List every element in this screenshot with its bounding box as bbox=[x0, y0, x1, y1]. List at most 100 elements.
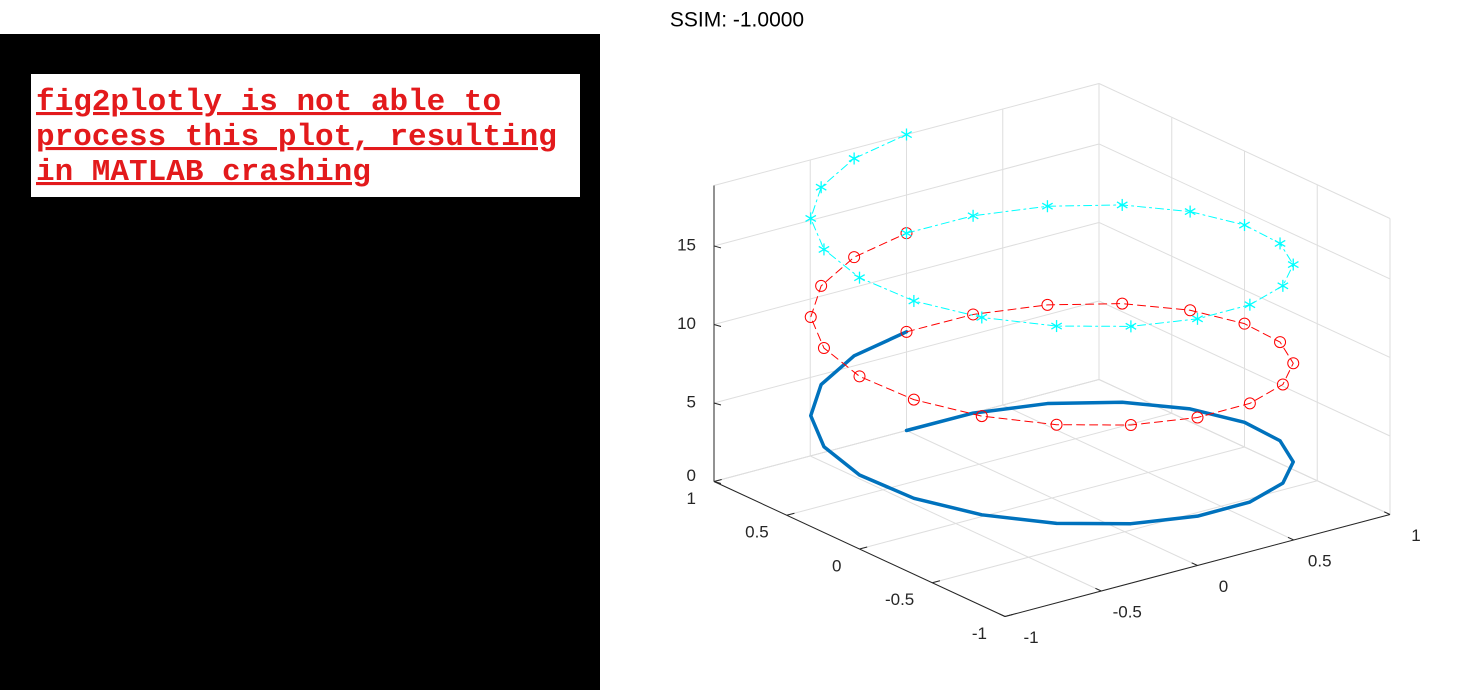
marker-stroke bbox=[1277, 282, 1289, 290]
marker bbox=[967, 209, 979, 222]
marker bbox=[804, 311, 817, 324]
marker-stroke bbox=[848, 154, 860, 163]
marker-stroke bbox=[1184, 208, 1196, 216]
marker-stroke bbox=[908, 297, 920, 305]
y-tick-label: 0 bbox=[832, 556, 841, 575]
marker bbox=[815, 279, 828, 292]
grid-line bbox=[786, 412, 1172, 516]
marker bbox=[1277, 279, 1289, 292]
marker bbox=[817, 342, 830, 355]
grid-line bbox=[1098, 379, 1391, 515]
y-tick bbox=[859, 546, 868, 550]
series-line bbox=[808, 330, 1296, 526]
marker bbox=[1191, 411, 1204, 424]
marker bbox=[1238, 219, 1251, 232]
marker-stroke bbox=[1287, 260, 1299, 269]
grid-line bbox=[713, 221, 1100, 325]
marker-stroke bbox=[818, 245, 830, 253]
grid-line bbox=[932, 480, 1318, 584]
x-tick-label: 1 bbox=[1411, 526, 1420, 545]
marker-stroke bbox=[1125, 322, 1137, 330]
marker-stroke bbox=[1274, 239, 1286, 247]
marker-stroke bbox=[1238, 221, 1251, 229]
grid-line bbox=[1098, 300, 1391, 437]
message-line: process this plot, resulting bbox=[36, 120, 557, 155]
series-line bbox=[810, 232, 1294, 426]
marker bbox=[1051, 320, 1063, 333]
marker bbox=[1274, 336, 1287, 349]
marker-stroke bbox=[967, 212, 979, 220]
z-tick-label: 15 bbox=[677, 235, 696, 254]
marker-stroke bbox=[1051, 322, 1063, 330]
grid-line bbox=[1098, 143, 1391, 280]
marker-stroke bbox=[900, 130, 913, 139]
marker bbox=[907, 393, 920, 406]
x-tick bbox=[998, 613, 1006, 617]
grid-line bbox=[713, 143, 1100, 247]
marker bbox=[1184, 304, 1197, 317]
marker bbox=[1116, 297, 1129, 310]
y-tick bbox=[1004, 613, 1013, 617]
y-tick-label: 0.5 bbox=[745, 523, 769, 542]
chart-title: SSIM: -1.0000 bbox=[670, 9, 804, 32]
marker-stroke bbox=[976, 313, 988, 322]
z-tick-label: 0 bbox=[687, 466, 696, 485]
marker bbox=[853, 271, 866, 284]
grid-line bbox=[859, 446, 1245, 550]
marker bbox=[908, 294, 920, 307]
grid-line bbox=[1098, 222, 1391, 358]
x-tick-label: 0.5 bbox=[1308, 551, 1332, 570]
marker bbox=[900, 325, 913, 338]
marker bbox=[848, 152, 860, 165]
marker bbox=[1243, 397, 1256, 410]
message-line: in MATLAB crashing bbox=[36, 155, 371, 190]
marker-stroke bbox=[900, 229, 913, 237]
y-tick-label: -1 bbox=[972, 624, 987, 643]
x-tick-label: 0 bbox=[1219, 577, 1228, 596]
marker-stroke bbox=[815, 183, 827, 191]
marker bbox=[1276, 378, 1289, 391]
marker bbox=[848, 251, 861, 264]
series-line bbox=[810, 134, 1294, 327]
marker bbox=[900, 227, 913, 240]
y-tick bbox=[786, 512, 795, 516]
message-box bbox=[31, 74, 580, 197]
x-tick bbox=[1191, 562, 1198, 566]
marker bbox=[1124, 419, 1137, 432]
y-tick-label: 1 bbox=[687, 489, 696, 508]
marker bbox=[1125, 320, 1137, 333]
marker bbox=[976, 311, 988, 324]
marker bbox=[1238, 317, 1251, 330]
marker bbox=[967, 308, 980, 321]
x-tick-label: -1 bbox=[1023, 628, 1038, 647]
grid-line bbox=[713, 300, 1100, 404]
marker bbox=[1287, 258, 1299, 271]
marker bbox=[1191, 312, 1204, 325]
x-tick bbox=[1287, 536, 1294, 541]
z-tick bbox=[713, 245, 722, 249]
y-tick-label: -0.5 bbox=[885, 590, 914, 609]
marker bbox=[1274, 237, 1286, 250]
marker bbox=[975, 410, 988, 423]
marker bbox=[1050, 418, 1063, 431]
marker bbox=[1244, 298, 1256, 311]
marker bbox=[900, 128, 913, 141]
z-tick-label: 5 bbox=[687, 392, 696, 411]
marker bbox=[1287, 357, 1300, 370]
z-tick-label: 10 bbox=[677, 314, 696, 333]
marker bbox=[815, 181, 827, 194]
marker bbox=[1041, 298, 1054, 311]
y-tick bbox=[932, 580, 941, 584]
message-line: fig2plotly is not able to bbox=[36, 85, 501, 120]
x-tick bbox=[1095, 587, 1102, 592]
marker-stroke bbox=[1191, 315, 1204, 323]
marker-stroke bbox=[853, 274, 866, 282]
x-tick-label: -0.5 bbox=[1113, 602, 1142, 621]
z-tick bbox=[713, 323, 722, 327]
marker bbox=[1041, 200, 1053, 213]
marker bbox=[805, 212, 817, 225]
marker bbox=[1116, 198, 1128, 211]
marker bbox=[818, 243, 830, 256]
z-tick bbox=[713, 402, 722, 406]
